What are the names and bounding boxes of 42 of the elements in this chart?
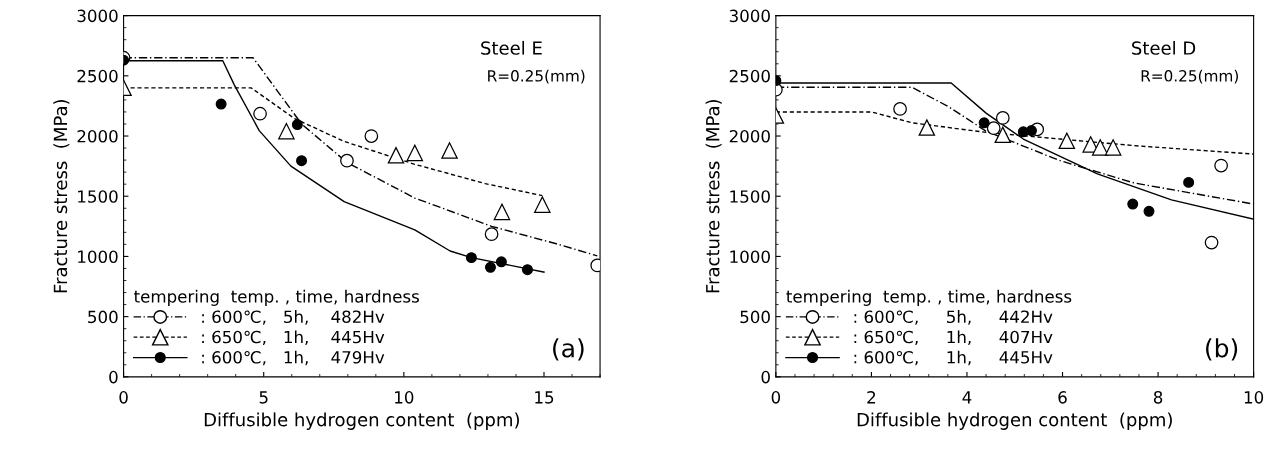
y-tick-label: 500 xyxy=(88,310,118,324)
x-tick-label: 8 xyxy=(1153,391,1163,404)
y-axis-title: Fracture stress (MPa) xyxy=(53,99,70,293)
legend-label: : 600℃, 5h, 442Hv xyxy=(854,310,1053,325)
y-tick-label: 500 xyxy=(740,310,770,324)
annotation: (a) xyxy=(553,338,584,361)
y-tick-label: 2500 xyxy=(77,69,118,83)
x-tick-label: 5 xyxy=(259,391,268,404)
annotation: R=0.25(mm) xyxy=(488,69,585,84)
y-tick-label: 1500 xyxy=(78,190,118,203)
y-tick-label: 1500 xyxy=(730,190,770,203)
y-tick-label: 0 xyxy=(761,370,770,384)
legend-label: : 600℃, 5h, 482Hv xyxy=(202,310,385,325)
annotation: Steel E xyxy=(481,40,542,55)
x-tick-label: 4 xyxy=(962,391,972,404)
legend-label: : 650℃, 1h, 407Hv xyxy=(854,330,1053,346)
x-tick-label: 0 xyxy=(119,391,128,404)
legend-title: tempering temp. , time, hardness xyxy=(786,289,1072,306)
y-tick-label: 2000 xyxy=(77,129,118,143)
y-tick-label: 2000 xyxy=(729,129,770,143)
x-tick-label: 10 xyxy=(395,391,414,404)
annotation: R=0.25(mm) xyxy=(1141,69,1238,84)
legend-title: tempering temp. , time, hardness xyxy=(134,289,419,306)
x-axis-title: Diffusible hydrogen content (ppm) xyxy=(204,412,519,430)
x-tick-label: 6 xyxy=(1058,391,1067,404)
legend-label: : 600℃, 1h, 479Hv xyxy=(202,350,385,366)
y-tick-label: 0 xyxy=(109,370,118,384)
annotation: Steel D xyxy=(1132,40,1196,55)
y-tick-label: 2500 xyxy=(729,69,770,83)
annotation: (b) xyxy=(1206,338,1238,361)
x-tick-label: 0 xyxy=(771,391,781,404)
x-tick-label: 2 xyxy=(867,391,876,404)
y-tick-label: 3000 xyxy=(77,9,118,23)
legend-label: : 600℃, 1h, 445Hv xyxy=(854,350,1053,366)
y-tick-label: 3000 xyxy=(729,9,770,23)
legend-label: : 650℃, 1h, 445Hv xyxy=(202,330,385,346)
y-tick-label: 1000 xyxy=(730,250,770,263)
y-axis-title: Fracture stress (MPa) xyxy=(705,99,722,293)
x-axis-title: Diffusible hydrogen content (ppm) xyxy=(857,412,1172,430)
y-tick-label: 1000 xyxy=(78,250,118,263)
x-tick-label: 15 xyxy=(535,391,554,404)
x-tick-label: 10 xyxy=(1244,391,1264,404)
